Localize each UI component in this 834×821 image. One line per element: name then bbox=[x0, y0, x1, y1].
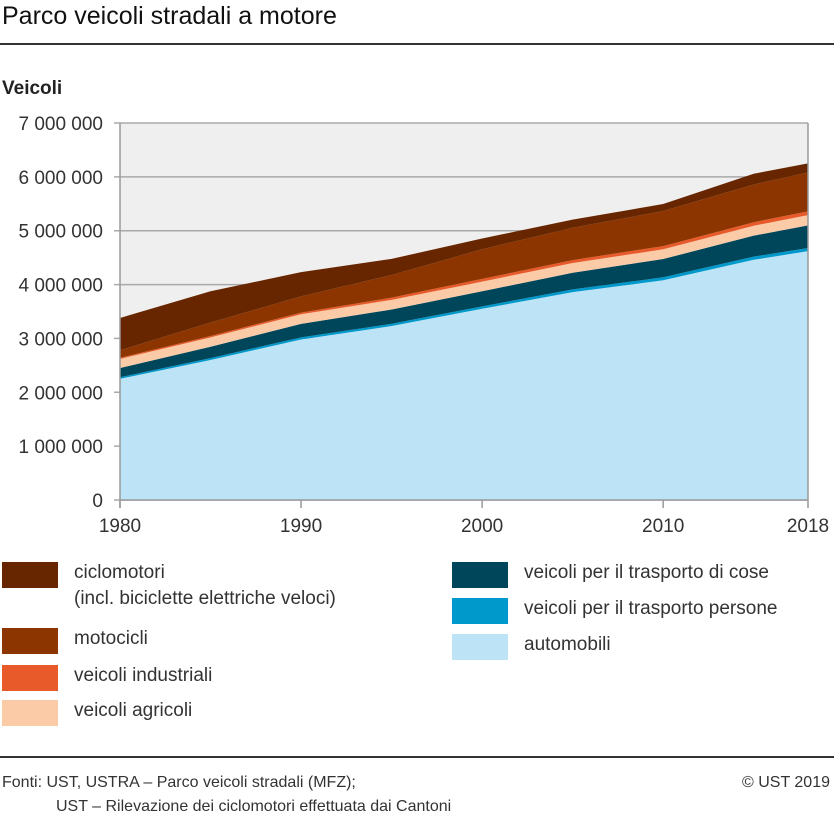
area-veicoli-per-il-trasporto-di-cose bbox=[120, 225, 808, 378]
legend-ciclomotori: ciclomotori (incl. biciclette elettriche … bbox=[2, 562, 336, 610]
area-ciclomotori bbox=[120, 163, 808, 351]
legend-label: veicoli agricoli bbox=[74, 700, 193, 721]
y-tick-label: 1 000 000 bbox=[18, 437, 103, 458]
area-veicoli-agricoli bbox=[120, 215, 808, 369]
legend-label: veicoli industriali bbox=[74, 665, 213, 686]
legend-label: veicoli per il trasporto persone bbox=[524, 598, 778, 619]
y-tick-label: 5 000 000 bbox=[18, 222, 103, 243]
legend-automobili: automobili bbox=[452, 634, 611, 660]
legend-swatch bbox=[452, 562, 508, 588]
footer-source-2: UST – Rilevazione dei ciclomotori effett… bbox=[56, 798, 452, 815]
legend-swatch bbox=[452, 634, 508, 660]
area-automobili bbox=[120, 251, 808, 500]
x-tick-label: 1990 bbox=[280, 516, 322, 537]
legend-swatch bbox=[2, 562, 58, 588]
legend-swatch bbox=[2, 700, 58, 726]
legend-veicoli-industriali: veicoli industriali bbox=[2, 665, 212, 691]
y-tick-label: 4 000 000 bbox=[18, 276, 103, 297]
y-tick-label: 7 000 000 bbox=[18, 114, 103, 135]
area-chart: 0 1 000 000 2 000 000 3 000 000 4 000 000 5 0… bbox=[18, 114, 829, 537]
legend-label: veicoli per il trasporto di cose bbox=[524, 562, 769, 583]
legend-swatch bbox=[452, 598, 508, 624]
area-veicoli-per-il-trasporto-persone bbox=[120, 247, 808, 379]
legend-trasporto-persone: veicoli per il trasporto persone bbox=[452, 598, 777, 624]
legend-label: automobili bbox=[524, 634, 611, 655]
y-tick-label: 6 000 000 bbox=[18, 168, 103, 189]
legend-sublabel: (incl. biciclette elettriche veloci) bbox=[74, 588, 336, 609]
legend-label: ciclomotori bbox=[74, 562, 165, 583]
y-tick-label: 2 000 000 bbox=[18, 383, 103, 404]
x-tick-label: 2000 bbox=[461, 516, 503, 537]
footer-divider bbox=[0, 756, 834, 758]
legend-trasporto-cose: veicoli per il trasporto di cose bbox=[452, 562, 769, 588]
x-tick-label: 2010 bbox=[642, 516, 684, 537]
legend-motocicli: motocicli bbox=[2, 628, 148, 654]
footer-source-1: Fonti: UST, USTRA – Parco veicoli strada… bbox=[2, 774, 356, 791]
y-tick-label: 3 000 000 bbox=[18, 329, 103, 350]
chart-title: Parco veicoli stradali a motore bbox=[2, 2, 337, 30]
footer-copyright: © UST 2019 bbox=[742, 774, 830, 791]
legend-swatch bbox=[2, 628, 58, 654]
x-tick-label: 2018 bbox=[787, 516, 829, 537]
legend-label: motocicli bbox=[74, 628, 148, 649]
area-veicoli-industriali bbox=[120, 211, 808, 359]
title-divider bbox=[0, 43, 834, 45]
y-axis-label: Veicoli bbox=[2, 78, 63, 99]
y-tick-label: 0 bbox=[92, 491, 103, 512]
area-motocicli bbox=[120, 172, 808, 358]
x-tick-label: 1980 bbox=[99, 516, 141, 537]
legend-swatch bbox=[2, 665, 58, 691]
legend-veicoli-agricoli: veicoli agricoli bbox=[2, 700, 192, 726]
